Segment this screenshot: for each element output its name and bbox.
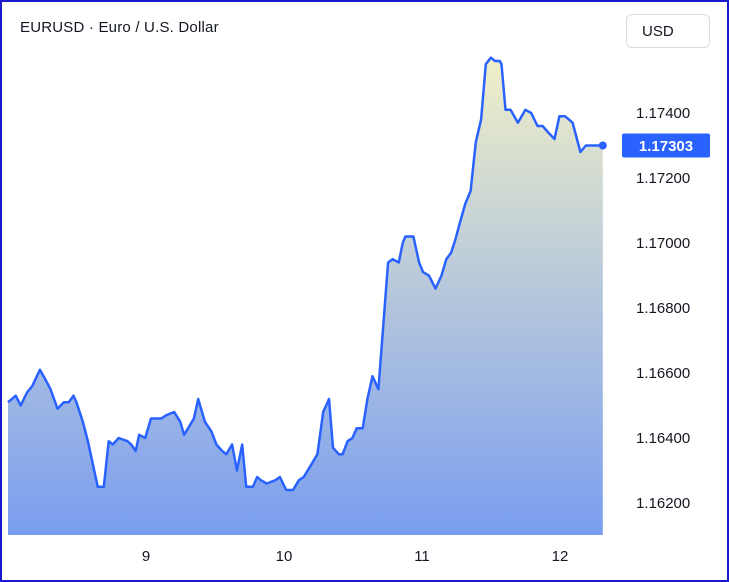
y-tick-label: 1.16200	[636, 495, 690, 512]
last-price-tag: 1.17303	[622, 133, 710, 158]
last-price-tag-bg	[622, 133, 710, 158]
y-tick-label: 1.17200	[636, 170, 690, 187]
x-tick-label: 11	[414, 548, 430, 565]
line-layer	[7, 56, 607, 492]
y-tick-label: 1.17400	[636, 105, 690, 122]
y-tick-label: 1.16600	[636, 365, 690, 382]
y-axis: 1.16200 1.16400 1.16600 1.16800 1.17000 1.172…	[636, 105, 690, 512]
x-tick-label: 10	[276, 548, 293, 565]
price-area	[8, 57, 603, 535]
y-tick-label: 1.16800	[636, 300, 690, 317]
x-axis: 9 10 11 12	[142, 548, 569, 565]
y-tick-label: 1.16400	[636, 430, 690, 447]
last-price-label: 1.17303	[639, 138, 693, 155]
area-layer	[8, 57, 603, 535]
x-tick-label: 12	[552, 548, 569, 565]
last-point-marker	[598, 141, 607, 150]
currency-button[interactable]: USD	[626, 14, 710, 48]
chart-title: EURUSD · Euro / U.S. Dollar	[20, 19, 219, 36]
x-tick-label: 9	[142, 548, 150, 565]
price-line	[7, 56, 603, 492]
y-tick-label: 1.17000	[636, 235, 690, 252]
